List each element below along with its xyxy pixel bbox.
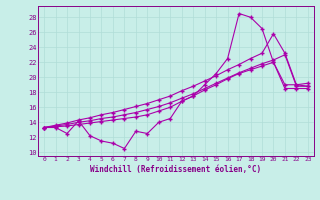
X-axis label: Windchill (Refroidissement éolien,°C): Windchill (Refroidissement éolien,°C)	[91, 165, 261, 174]
